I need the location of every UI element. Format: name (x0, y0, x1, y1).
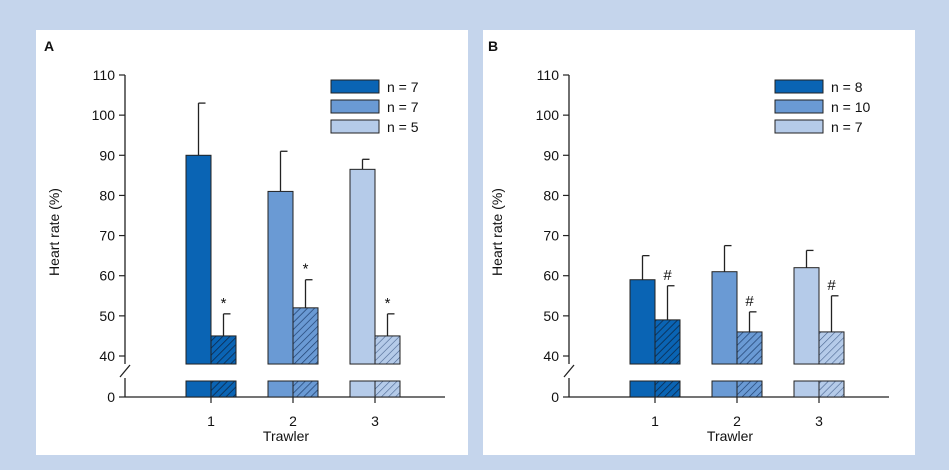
y-tick-label: 50 (99, 308, 115, 324)
x-tick-label: 1 (651, 413, 659, 429)
y-tick-label: 70 (543, 228, 559, 244)
bar (711, 271, 738, 365)
y-axis-break-mark (563, 364, 575, 378)
bar-stub (349, 380, 376, 398)
bar (349, 168, 376, 365)
bar-stub (629, 380, 656, 398)
bar-stub (185, 380, 212, 398)
x-tick-label: 2 (289, 413, 297, 429)
bar (736, 331, 763, 365)
bar-stub (292, 380, 319, 398)
significance-mark: * (385, 295, 391, 312)
panel-a-plot: 0 40 50 60 70 80 90 100 110 1 * 2 * 3 * (92, 67, 445, 429)
y-tick-label: 0 (107, 389, 115, 405)
legend-swatch (330, 79, 380, 94)
legend-label: n = 8 (831, 79, 863, 95)
bar-stub (793, 380, 820, 398)
y-tick-label: 90 (543, 147, 559, 163)
x-tick-label: 1 (207, 413, 215, 429)
bar (629, 279, 656, 365)
y-tick-label: 90 (99, 147, 115, 163)
legend-label: n = 7 (831, 119, 863, 135)
bar (654, 319, 681, 365)
bar (374, 335, 401, 365)
bar (185, 154, 212, 365)
bar-stub (654, 380, 681, 398)
panel-a-legend: n = 7 n = 7 n = 5 (330, 79, 419, 135)
significance-mark: # (663, 267, 672, 284)
bar (818, 331, 845, 365)
significance-mark: * (303, 261, 309, 278)
bar-stub (711, 380, 738, 398)
y-tick-label: 110 (537, 67, 560, 83)
y-tick-label: 60 (99, 268, 115, 284)
panel-b-y-axis-label: Heart rate (%) (489, 188, 505, 276)
panel-b-legend: n = 8 n = 10 n = 7 (774, 79, 871, 135)
legend-swatch (774, 119, 824, 134)
y-tick-label: 80 (543, 187, 559, 203)
panel-a-y-axis-label: Heart rate (%) (46, 188, 62, 276)
y-tick-label: 0 (551, 389, 559, 405)
legend-label: n = 5 (387, 119, 419, 135)
panel-a-label: A (44, 38, 54, 54)
x-tick-label: 2 (733, 413, 741, 429)
bar-stub (736, 380, 763, 398)
y-tick-label: 100 (536, 107, 560, 123)
significance-mark: * (221, 295, 227, 312)
bar-stub (818, 380, 845, 398)
significance-mark: # (827, 277, 836, 294)
legend-swatch (330, 99, 380, 114)
y-tick-label: 60 (543, 268, 559, 284)
y-tick-label: 40 (543, 348, 559, 364)
legend-label: n = 10 (831, 99, 871, 115)
panel-b-label: B (488, 38, 498, 54)
bar-stub (267, 380, 294, 398)
y-tick-label: 50 (543, 308, 559, 324)
panel-b-plot: 0 40 50 60 70 80 90 100 110 1 #2 #3 # (536, 67, 889, 429)
bar (210, 335, 237, 365)
panel-a-x-axis-label: Trawler (263, 428, 309, 444)
significance-mark: # (745, 293, 754, 310)
bar (793, 267, 820, 365)
legend-swatch (774, 99, 824, 114)
y-tick-label: 70 (99, 228, 115, 244)
legend-label: n = 7 (387, 79, 419, 95)
bar-stub (210, 380, 237, 398)
y-axis-break-mark (119, 364, 131, 378)
panel-b-x-axis-label: Trawler (707, 428, 753, 444)
y-tick-label: 100 (92, 107, 116, 123)
bar-stub (374, 380, 401, 398)
legend-label: n = 7 (387, 99, 419, 115)
y-tick-label: 80 (99, 187, 115, 203)
x-tick-label: 3 (371, 413, 379, 429)
y-tick-label: 40 (99, 348, 115, 364)
y-tick-label: 110 (93, 67, 116, 83)
bar (267, 190, 294, 365)
bar (292, 307, 319, 365)
legend-swatch (330, 119, 380, 134)
x-tick-label: 3 (815, 413, 823, 429)
legend-swatch (774, 79, 824, 94)
